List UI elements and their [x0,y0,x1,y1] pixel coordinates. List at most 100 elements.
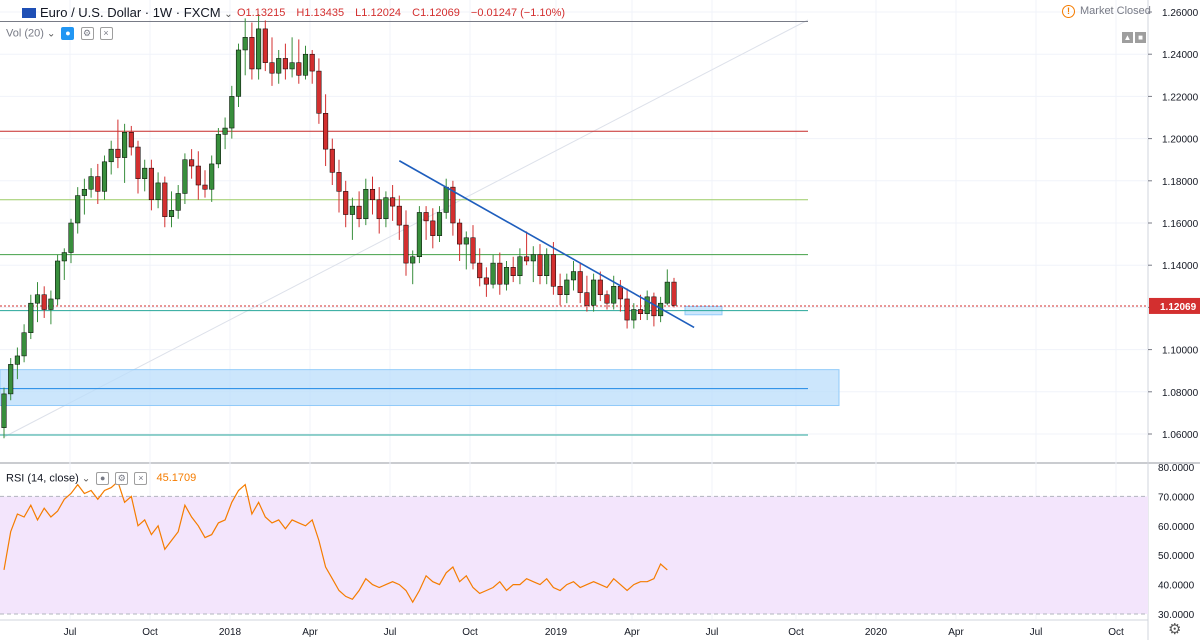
rsi-legend[interactable]: RSI (14, close) ⌄ ● ⚙ × 45.1709 [6,472,196,485]
settings-icon[interactable]: ⚙ [115,472,129,485]
candle-body [423,212,429,222]
high-value: H1.13435 [296,7,345,19]
close-icon[interactable]: × [99,27,113,40]
candle-body [249,37,255,70]
candle-body [68,222,74,253]
rsi-tick-label: 30.0000 [1158,610,1195,621]
candle-body [410,256,416,264]
candle-body [175,193,181,211]
chevron-down-icon[interactable]: ⌄ [224,9,233,20]
candle-body [383,197,389,220]
candle-body [390,197,396,207]
maximize-icon[interactable]: ■ [1135,32,1146,43]
candle-body [8,364,14,395]
market-status[interactable]: ! Market Closed [1062,5,1151,18]
symbol-title[interactable]: Euro / U.S. Dollar · 1W · FXCM ⌄ [22,5,233,20]
time-tick-label: Apr [948,627,964,638]
rsi-tick-label: 80.0000 [1158,463,1195,474]
candle-body [276,58,282,74]
time-tick-label: Oct [1108,627,1124,638]
candle-body [631,309,637,321]
chevron-down-icon[interactable]: ⌄ [81,473,91,485]
candle-body [95,176,101,192]
collapse-up-icon[interactable]: ▲ [1122,32,1133,43]
volume-label: Vol (20) [6,27,44,40]
candle-body [316,70,322,114]
candle-body [463,237,469,245]
candle-body [524,256,530,262]
time-tick-label: Jul [706,627,719,638]
candle-body [229,96,235,129]
eye-icon[interactable]: ● [61,27,75,40]
last-price-label: 1.12069 [1160,302,1197,313]
candle-body [457,222,463,245]
candle-body [115,148,121,158]
candle-body [517,256,523,277]
time-tick-label: 2018 [219,627,242,638]
eye-icon[interactable]: ● [96,472,110,485]
rsi-band [0,496,1148,614]
rsi-line [3,480,668,604]
candle-body [262,28,268,63]
low-value: L1.12024 [355,7,402,19]
candle-body [41,294,47,310]
candle-body [323,113,329,150]
candle-body [289,62,295,70]
candle-body [202,184,208,190]
candle-body [537,254,543,276]
pane-controls: ▲ ■ [1120,27,1146,45]
candle-body [242,37,248,51]
candle-body [189,159,195,167]
price-tick-label: 1.16000 [1162,219,1199,230]
rsi-tick-label: 50.0000 [1158,551,1195,562]
close-icon[interactable]: × [134,472,148,485]
time-tick-label: 2020 [865,627,888,638]
candle-body [108,148,114,163]
candle-body [510,267,516,276]
candle-body [591,279,597,306]
candle-body [215,134,221,165]
candle-body [477,262,483,279]
candle-body [664,281,670,304]
settings-icon[interactable]: ⚙ [80,27,94,40]
candle-body [128,132,134,148]
price-tick-label: 1.20000 [1162,135,1199,146]
candle-body [356,205,362,220]
candle-body [490,262,496,285]
gear-icon[interactable]: ⚙ [1168,621,1182,638]
ohlc-readout: O1.13215 H1.13435 L1.12024 C1.12069 −0.0… [237,7,573,19]
candle-body [644,296,650,314]
candle-body [296,62,302,76]
candle-body [14,355,20,365]
price-tick-label: 1.14000 [1162,261,1199,272]
price-tick-label: 1.06000 [1162,430,1199,441]
candle-body [256,28,262,70]
candle-body [584,292,590,306]
time-tick-label: Oct [142,627,158,638]
time-tick-label: Apr [302,627,318,638]
last-price-tag [1149,297,1200,314]
candle-body [570,271,577,281]
candle-body [376,199,382,220]
candle-body [416,212,422,258]
time-tick-label: 2019 [545,627,568,638]
candle-body [122,132,128,158]
candle-body [309,53,315,72]
price-tick-label: 1.10000 [1162,346,1199,357]
candle-body [155,182,161,201]
candle-body [430,220,436,236]
market-status-label: Market Closed [1080,5,1151,17]
volume-legend[interactable]: Vol (20) ⌄ ● ⚙ × [6,27,113,40]
candle-body [436,212,443,236]
chevron-down-icon[interactable]: ⌄ [46,28,56,40]
candle-body [617,286,623,300]
eu-flag-icon [22,8,36,18]
rsi-label: RSI (14, close) [6,472,79,485]
candle-body [21,332,27,357]
candle-body [671,281,677,306]
candle-body [168,210,175,217]
candle-body [450,186,456,224]
support-zone [0,369,840,407]
price-tick-label: 1.26000 [1162,8,1199,19]
